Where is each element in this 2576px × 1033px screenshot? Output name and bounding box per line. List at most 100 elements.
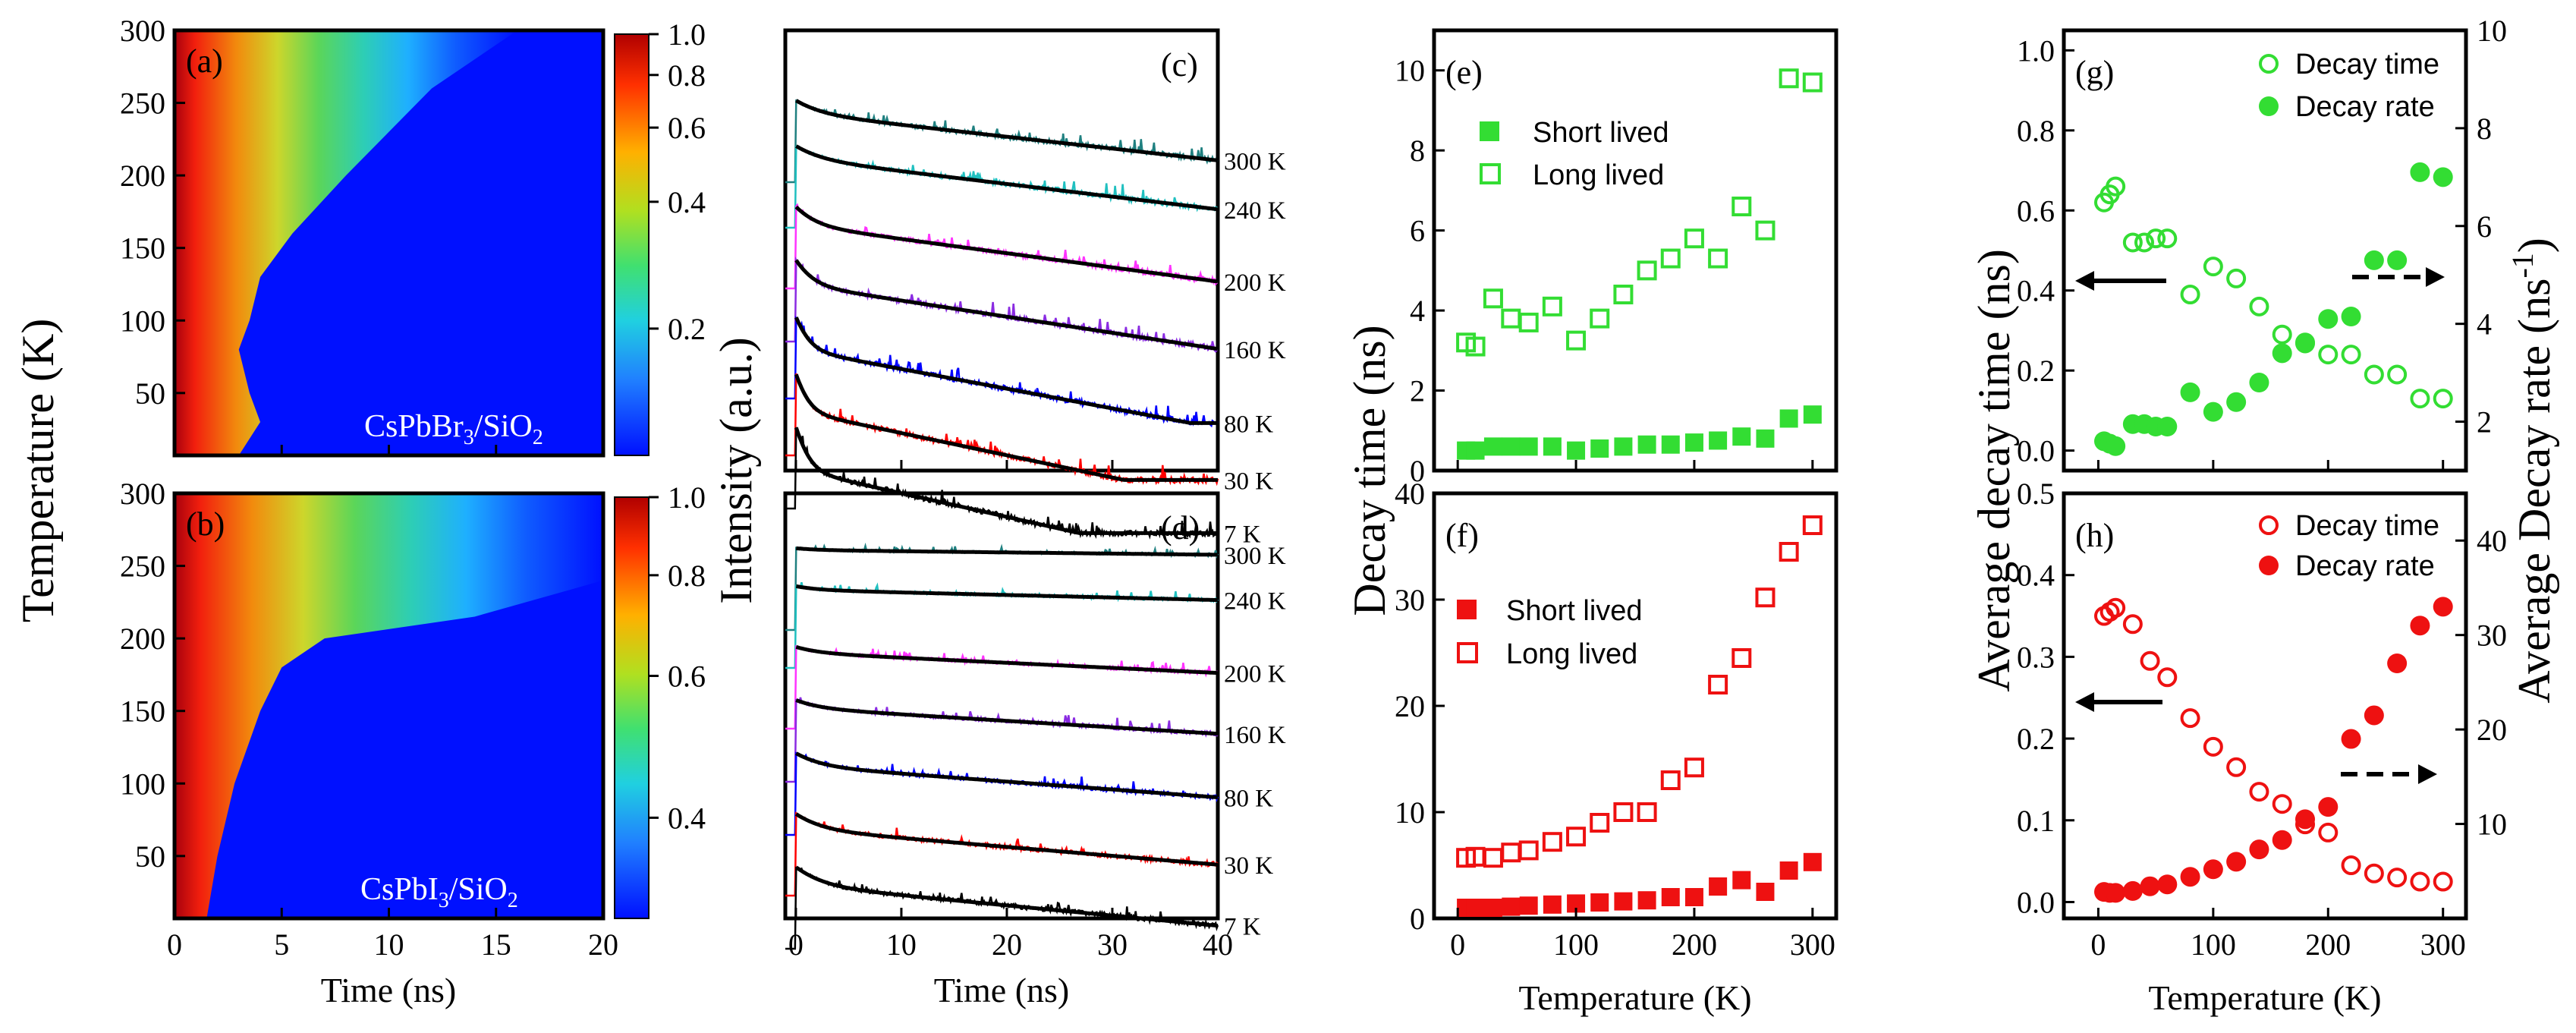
data-point: [1708, 675, 1728, 694]
data-point: [1803, 405, 1822, 424]
ytick-right-label: 10: [2477, 808, 2507, 842]
colorbar-label: 0.4: [668, 185, 706, 219]
data-point: [2387, 868, 2408, 888]
ytick-right-label: 10: [2477, 14, 2507, 48]
data-point: [1708, 248, 1728, 269]
legend-h-rate: Decay rate: [2295, 550, 2435, 582]
ytick-label: 0.6: [2017, 194, 2055, 228]
data-point: [1661, 888, 1680, 906]
data-point: [2249, 373, 2269, 392]
data-point: [1756, 429, 1775, 448]
data-point: [2364, 705, 2384, 726]
panel-label-a: (a): [186, 43, 223, 80]
data-point: [1590, 893, 1609, 912]
colorbar-label: 0.2: [668, 312, 706, 346]
xlabel-gh: Temperature (K): [2148, 978, 2381, 1017]
xtick-label: 300: [1790, 927, 1835, 962]
colorbar-label: 0.6: [668, 659, 706, 693]
heatmap-b-ticks: 50 100 150 200 250 300 0 5 10 15 20: [120, 477, 618, 962]
fit-curve: [795, 584, 1218, 603]
ytick-label: 10: [1395, 54, 1425, 88]
arrow-h-right-head: [2418, 764, 2437, 784]
ylabel-ef: Decay time (ns): [1345, 325, 1395, 616]
trace-label: 80 K: [1224, 411, 1273, 438]
data-point: [1802, 515, 1823, 535]
fit-curve: [794, 812, 1219, 867]
data-point: [1779, 542, 1799, 562]
trace-label: 7 K: [1224, 521, 1261, 548]
panel-label-f: (f): [1445, 517, 1479, 554]
data-point: [1566, 827, 1587, 847]
panel-label-b: (b): [186, 505, 225, 543]
ytick-label: 1.0: [2017, 33, 2055, 68]
fit-curve: [795, 99, 1219, 162]
heatmap-a-fill: [175, 30, 603, 455]
data-point: [2249, 839, 2269, 860]
data-point: [2180, 708, 2200, 729]
data-point: [2157, 874, 2178, 895]
data-point: [1614, 437, 1633, 456]
trace-label: 240 K: [1224, 197, 1286, 225]
data-point: [1483, 848, 1503, 868]
trace-label: 300 K: [1224, 148, 1286, 175]
arrow-g-right-head: [2426, 267, 2445, 287]
fit-curve: [794, 865, 1219, 928]
ylabel-ab: Temperature (K): [13, 319, 63, 623]
panel-b: (b) CsPbI3/SiO2 50 100 150 200 250 300 0 5 10 15 2…: [120, 477, 706, 1009]
fit-curve: [794, 259, 1219, 351]
data-point: [1613, 802, 1634, 822]
fit-curve: [795, 144, 1219, 212]
data-point: [2226, 268, 2247, 288]
ytick-label: 6: [1410, 214, 1425, 248]
legend-g-rate: Decay rate: [2295, 91, 2435, 123]
panel-label-d: (d): [1161, 509, 1200, 546]
ytick-label: 0: [1410, 454, 1425, 488]
colorbar-b-ticks: 1.0 0.8 0.6 0.4: [649, 480, 706, 835]
data-point: [2203, 859, 2223, 880]
xtick-label: 100: [1553, 927, 1599, 962]
data-point: [2341, 855, 2361, 875]
xtick-label: 0: [2090, 927, 2106, 962]
data-point: [2249, 782, 2269, 802]
data-point: [2341, 307, 2361, 326]
ytick-right-label: 20: [2477, 713, 2507, 747]
trace-label: 200 K: [1224, 661, 1286, 688]
data-point: [2146, 228, 2166, 249]
xtick-label: 200: [1672, 927, 1717, 962]
arrow-h-left-head: [2075, 692, 2094, 712]
data-point: [1684, 433, 1703, 452]
decay-trace: [785, 316, 1219, 428]
data-point: [2318, 797, 2339, 817]
data-point: [2318, 309, 2339, 329]
decay-d-frame: [783, 491, 1220, 921]
fit-curve: [795, 698, 1219, 736]
data-point: [2364, 364, 2384, 385]
data-point: [1731, 197, 1752, 216]
data-point: [2140, 650, 2160, 671]
data-point: [2226, 392, 2247, 412]
ytick-label: 200: [120, 159, 165, 193]
trace-label: 160 K: [1224, 337, 1286, 364]
fit-curve: [794, 427, 1218, 535]
panel-label-e: (e): [1445, 54, 1483, 91]
ytick-label: 250: [120, 550, 165, 584]
decay-d-traces: 300 K 240 K 200 K 160 K 80 K 30 K 7 K 0 10 20 30 40: [785, 542, 1286, 962]
decay-c-traces: 300 K 240 K 200 K 160 K 80 K 30 K 7 K: [785, 99, 1286, 548]
ytick-label: 4: [1410, 294, 1425, 328]
data-point: [2157, 228, 2178, 249]
data-point: [1637, 802, 1657, 822]
xtick-label: 15: [481, 927, 511, 962]
ylabel-gh-right: Average Decay rate (ns-1): [2505, 238, 2559, 704]
legend-f-long: Long lived: [1506, 638, 1637, 670]
data-point: [1483, 437, 1502, 456]
panel-label-c: (c): [1161, 46, 1198, 83]
ytick-label: 0.3: [2017, 640, 2055, 674]
data-point: [2387, 653, 2408, 673]
ytick-label: 20: [1395, 689, 1425, 723]
fit-curve: [794, 205, 1219, 284]
data-point: [2433, 871, 2453, 892]
data-point: [1613, 285, 1634, 304]
data-point: [1732, 871, 1751, 890]
